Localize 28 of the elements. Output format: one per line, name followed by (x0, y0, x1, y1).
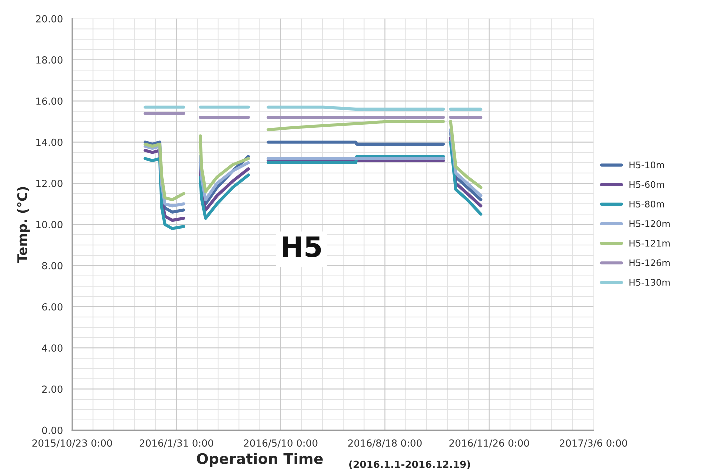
x-axis-title: Operation Time (197, 453, 323, 468)
y-tick-label: 6.00 (42, 303, 63, 311)
annotation: H5 (283, 236, 322, 258)
x-tick-label: 2016/5/10 0:00 (244, 440, 318, 448)
text: (2016.1.1-2016.12.19) (350, 460, 470, 470)
y-tick-label: 14.00 (36, 138, 63, 146)
legend-label: H5-80m (630, 200, 664, 208)
legend-label: H5-130m (630, 279, 670, 286)
y-axis-title: Temp. (℃) (17, 187, 30, 264)
x-tick-label: 2015/10/23 0:00 (32, 440, 112, 448)
y-tick-label: 10.00 (36, 221, 63, 229)
y-tick-label: 20.00 (36, 15, 63, 23)
y-tick-label: 4.00 (42, 344, 63, 352)
y-tick-label: 18.00 (36, 56, 63, 64)
legend-label: H5-121m (630, 240, 670, 247)
y-tick-label: 8.00 (42, 262, 63, 270)
y-tick-label: 16.00 (36, 98, 63, 106)
legend-label: H5-120m (630, 220, 670, 228)
x-tick-label: 2016/8/18 0:00 (348, 440, 422, 448)
y-tick-label: 2.00 (42, 386, 63, 394)
x-tick-label: 2016/11/26 0:00 (450, 440, 530, 448)
y-tick-label: 12.00 (36, 180, 63, 188)
legend-label: H5-60m (630, 181, 664, 188)
legend-label: H5-10m (630, 162, 664, 169)
x-tick-label: 2017/3/6 0:00 (560, 440, 628, 448)
x-tick-label: 2016/1/31 0:00 (140, 440, 214, 448)
legend-label: H5-126m (630, 260, 670, 266)
y-tick-label: 0.00 (42, 426, 63, 434)
